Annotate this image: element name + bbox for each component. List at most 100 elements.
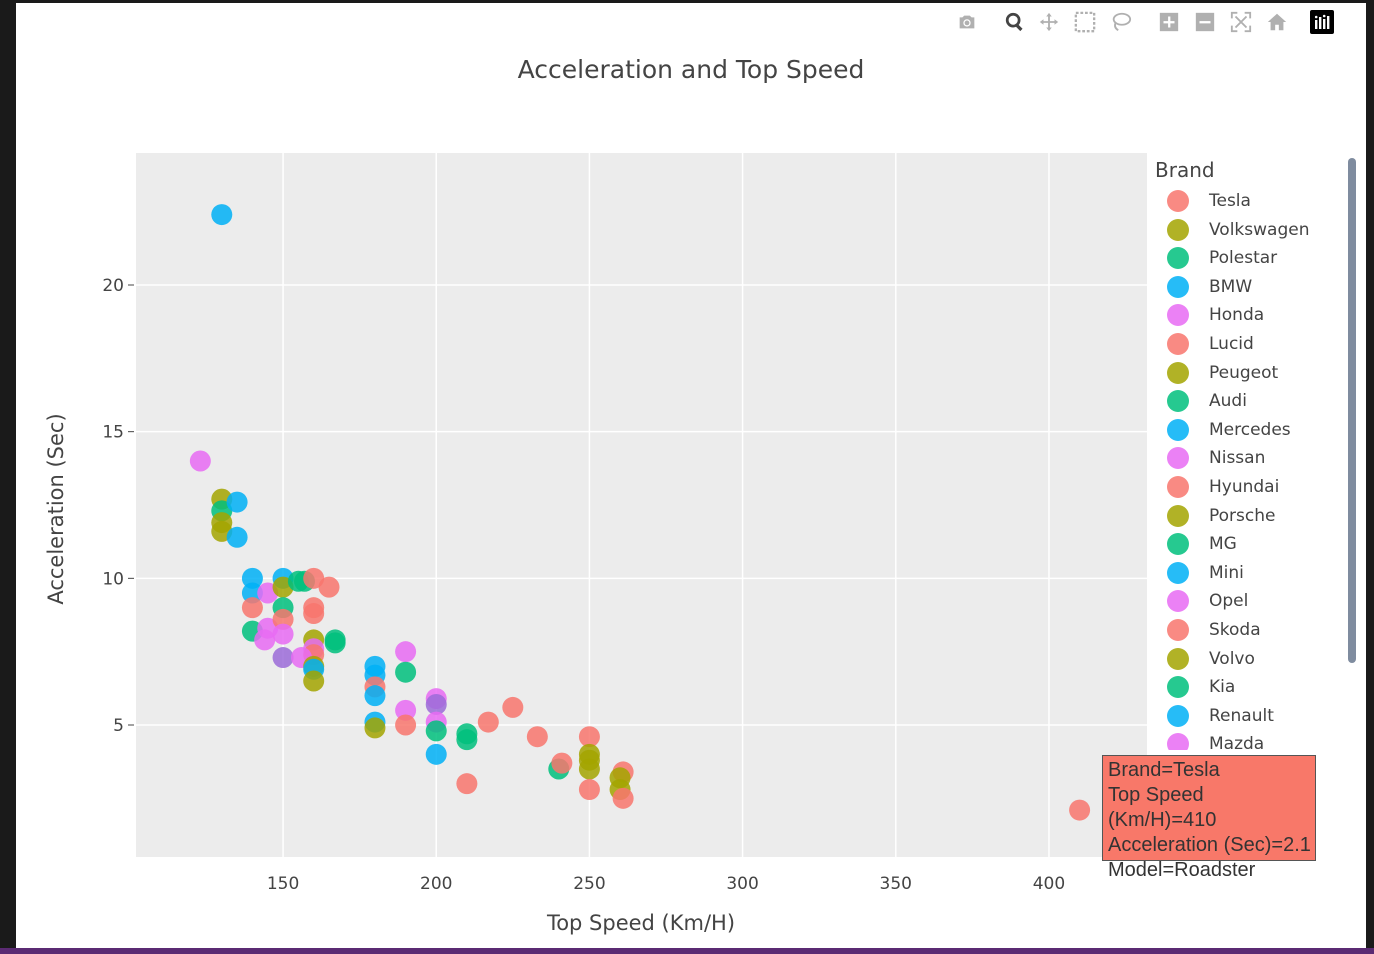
legend-item-renault[interactable]: Renault (1167, 703, 1274, 729)
legend-item-bmw[interactable]: BMW (1167, 274, 1252, 300)
legend-marker (1167, 333, 1189, 355)
legend-item-tesla[interactable]: Tesla (1167, 188, 1251, 214)
lasso-select-icon[interactable] (1108, 9, 1134, 35)
modebar (954, 6, 1374, 36)
legend-marker (1167, 533, 1189, 556)
data-point[interactable] (272, 623, 294, 645)
zoom-out-icon[interactable] (1192, 9, 1218, 35)
data-point[interactable] (395, 699, 417, 721)
legend-label: Peugeot (1209, 362, 1279, 383)
plotly-logo-icon[interactable] (1310, 10, 1334, 34)
y-tick-label: 5 (113, 716, 124, 736)
data-point[interactable] (477, 711, 499, 733)
data-point[interactable] (324, 632, 346, 654)
legend-marker (1167, 304, 1189, 327)
data-point[interactable] (456, 773, 478, 795)
data-point[interactable] (395, 661, 417, 683)
data-point[interactable] (303, 603, 325, 625)
camera-icon[interactable] (954, 9, 980, 35)
legend-item-skoda[interactable]: Skoda (1167, 617, 1261, 643)
legend-item-polestar[interactable]: Polestar (1167, 245, 1277, 271)
legend-label: Opel (1209, 591, 1249, 612)
legend-label: Mercedes (1209, 419, 1291, 440)
data-point[interactable] (318, 576, 340, 598)
legend-item-mini[interactable]: Mini (1167, 560, 1244, 586)
data-point[interactable] (551, 752, 573, 774)
legend: Brand Tesla Volkswagen Polestar BMW Honda Luc… (1155, 155, 1350, 750)
legend-item-honda[interactable]: Honda (1167, 302, 1264, 328)
legend-label: Hyundai (1209, 477, 1280, 497)
legend-item-lucid[interactable]: Lucid (1167, 331, 1254, 357)
legend-marker (1167, 361, 1189, 384)
chart-title: Acceleration and Top Speed (518, 55, 865, 84)
data-point[interactable] (303, 567, 325, 589)
y-axis-ticks: 5 10 15 20 (102, 276, 134, 736)
legend-marker (1167, 418, 1189, 441)
data-point[interactable] (612, 787, 634, 809)
legend-item-mercedes[interactable]: Mercedes (1167, 417, 1291, 443)
legend-item-nissan[interactable]: Nissan (1167, 445, 1265, 471)
legend-marker (1167, 504, 1189, 527)
legend-item-volkswagen[interactable]: Volkswagen (1167, 217, 1309, 243)
data-point[interactable] (502, 696, 524, 718)
data-point[interactable] (578, 758, 600, 780)
tooltip-line-acceleration: Acceleration (Sec)=2.1 (1108, 834, 1311, 856)
tooltip-line-model: Model=Roadster (1108, 859, 1256, 881)
data-point[interactable] (364, 717, 386, 739)
data-point[interactable] (456, 729, 478, 751)
legend-item-mazda[interactable]: Mazda (1167, 731, 1264, 750)
legend-item-kia[interactable]: Kia (1167, 674, 1235, 700)
legend-marker (1167, 561, 1189, 584)
legend-marker (1167, 390, 1189, 413)
data-point[interactable] (425, 743, 447, 765)
data-point[interactable] (241, 582, 263, 604)
x-tick-label: 250 (573, 874, 605, 894)
x-tick-label: 400 (1033, 874, 1065, 894)
plot-area[interactable] (136, 153, 1147, 857)
data-point[interactable] (272, 608, 294, 630)
legend-label: Polestar (1209, 248, 1278, 269)
data-point[interactable] (425, 693, 447, 715)
data-point[interactable] (226, 526, 248, 548)
legend-item-mg[interactable]: MG (1167, 531, 1237, 557)
data-point[interactable] (254, 629, 276, 651)
data-point[interactable] (395, 714, 417, 736)
data-point[interactable] (189, 450, 211, 472)
legend-label: Porsche (1209, 505, 1276, 526)
data-point[interactable] (364, 685, 386, 707)
tooltip-line-brand: Brand=Tesla (1108, 759, 1220, 781)
legend-label: Tesla (1209, 191, 1251, 211)
legend-item-opel[interactable]: Opel (1167, 588, 1248, 614)
data-point[interactable] (241, 567, 263, 589)
legend-title: Brand (1155, 158, 1215, 182)
scatter-chart: 150 200 250 300 350 400 5 10 15 20 Acceleration … (44, 55, 1147, 935)
data-point[interactable] (211, 204, 233, 226)
data-point[interactable] (272, 647, 294, 669)
data-point[interactable] (578, 726, 600, 748)
autoscale-icon[interactable] (1228, 9, 1254, 35)
data-point[interactable] (303, 670, 325, 692)
legend-item-volvo[interactable]: Volvo (1167, 646, 1255, 672)
legend-item-audi[interactable]: Audi (1167, 388, 1247, 414)
data-point[interactable] (578, 779, 600, 801)
data-point[interactable] (241, 597, 263, 619)
data-point[interactable] (425, 720, 447, 742)
hover-tooltip: Brand=Tesla Top Speed (Km/H)=410 Acceler… (1102, 755, 1316, 881)
legend-label: MG (1209, 534, 1237, 555)
legend-label: Volkswagen (1209, 219, 1310, 240)
legend-item-hyundai[interactable]: Hyundai (1167, 474, 1279, 500)
pan-icon[interactable] (1036, 9, 1062, 35)
data-point[interactable] (1069, 799, 1091, 821)
legend-scrollbar[interactable] (1348, 158, 1356, 663)
legend-item-porsche[interactable]: Porsche (1167, 503, 1275, 529)
legend-label: BMW (1209, 276, 1253, 297)
reset-axes-icon[interactable] (1264, 9, 1290, 35)
box-select-icon[interactable] (1072, 9, 1098, 35)
data-point[interactable] (526, 726, 548, 748)
zoom-icon[interactable] (1002, 9, 1028, 35)
data-point[interactable] (395, 641, 417, 663)
data-point[interactable] (226, 491, 248, 513)
legend-label: Kia (1209, 677, 1236, 698)
zoom-in-icon[interactable] (1156, 9, 1182, 35)
legend-item-peugeot[interactable]: Peugeot (1167, 360, 1278, 386)
